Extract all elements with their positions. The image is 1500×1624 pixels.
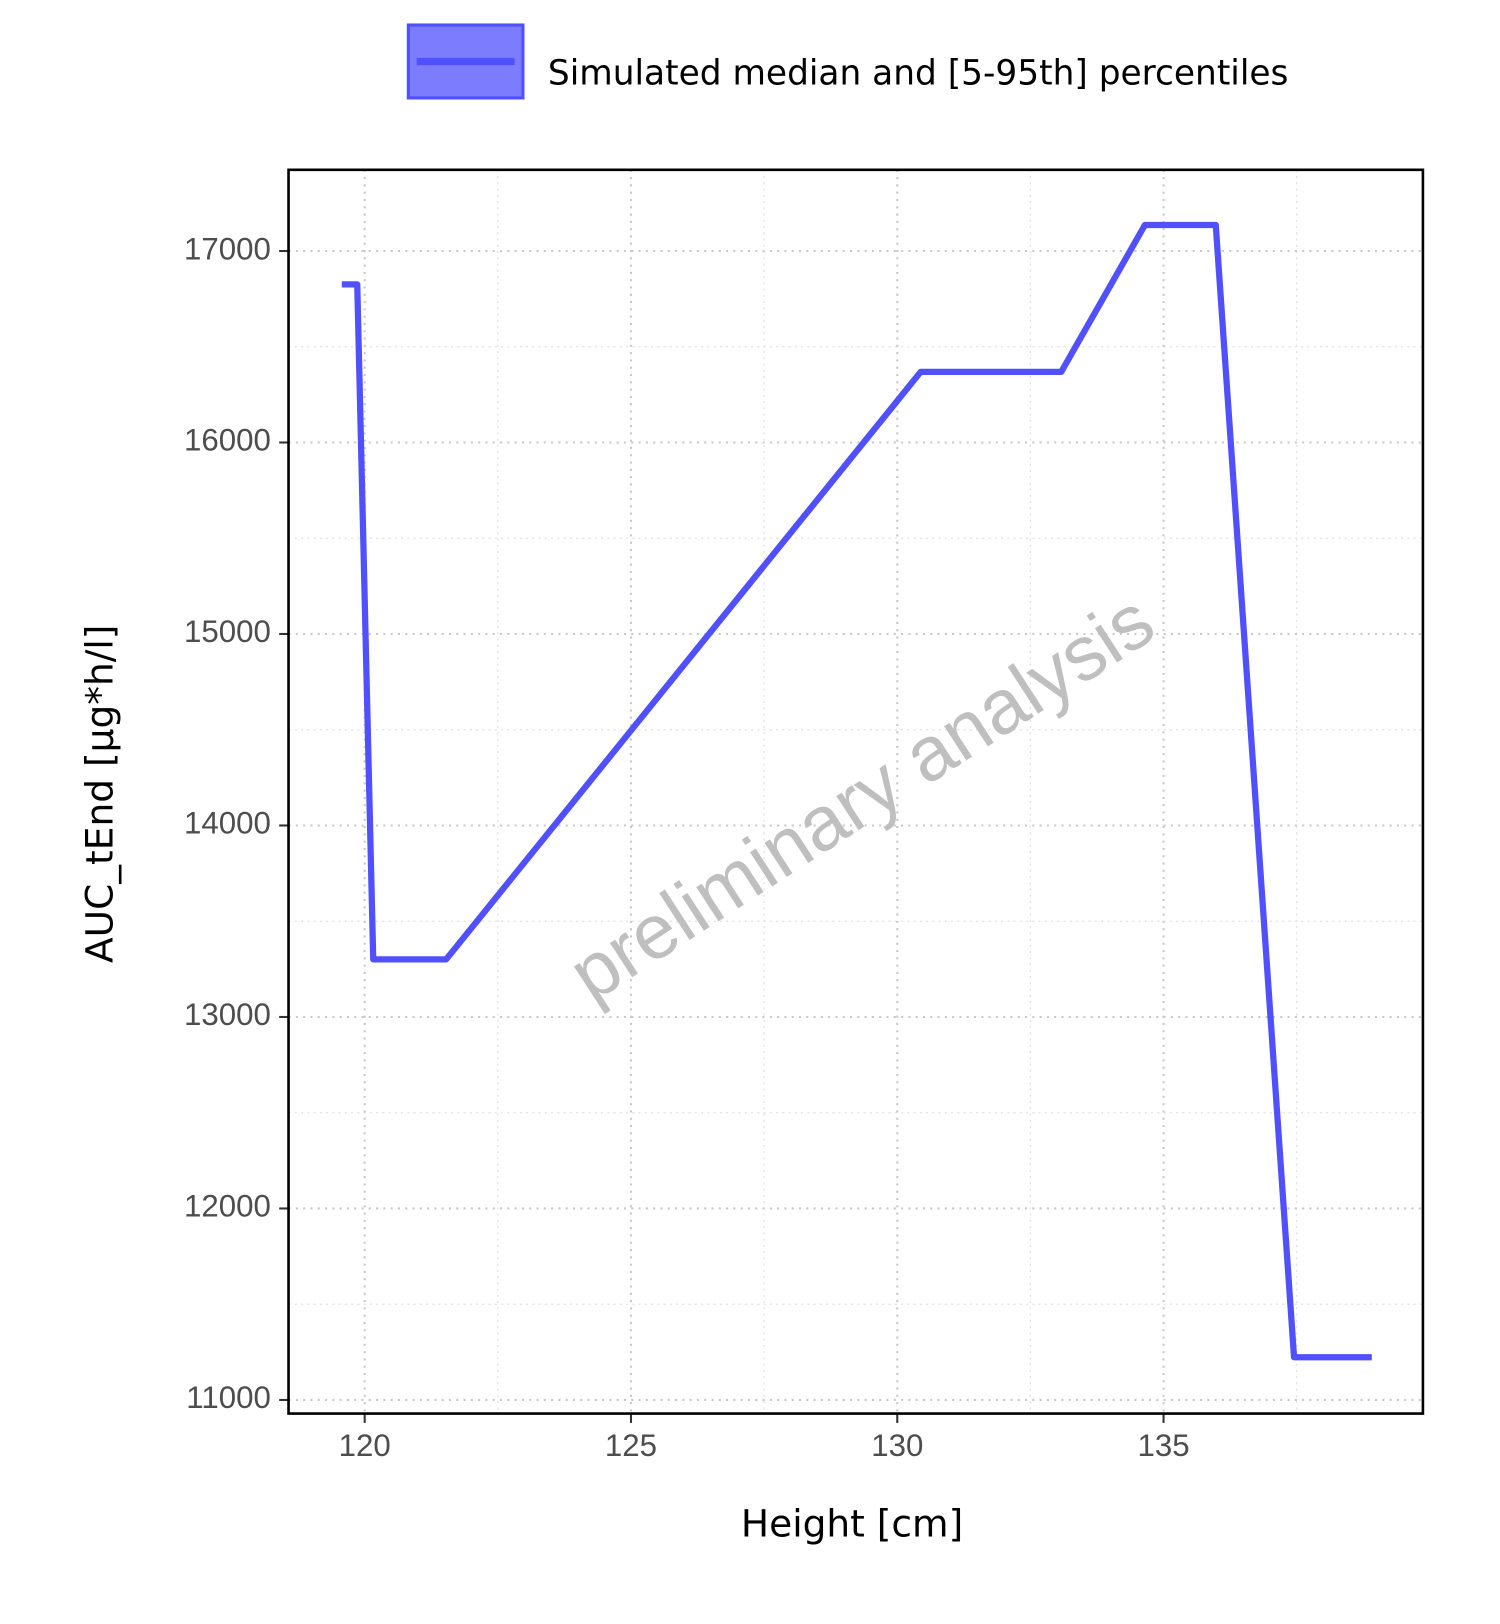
y-tick-label: 13000 (184, 997, 271, 1032)
y-tick-label: 14000 (184, 806, 271, 841)
x-tick-label: 125 (605, 1428, 657, 1463)
x-axis-title: Height [cm] (741, 1502, 963, 1546)
y-tick-label: 17000 (184, 231, 271, 266)
y-tick-label: 11000 (186, 1380, 271, 1415)
x-tick-label: 130 (871, 1428, 923, 1463)
x-tick-label: 120 (339, 1428, 391, 1463)
y-axis-title: AUC_tEnd [µg*h/l] (78, 625, 122, 963)
legend-label: Simulated median and [5-95th] percentile… (548, 54, 1289, 94)
y-tick-label: 12000 (184, 1189, 271, 1224)
plot-border (287, 168, 1425, 1415)
series-line (341, 221, 1372, 1361)
x-tick-label: 135 (1137, 1428, 1189, 1463)
watermark: preliminary analysis (554, 577, 1168, 1018)
legend-item: Simulated median and [5-95th] percentile… (406, 23, 1289, 100)
y-tick-label: 15000 (184, 614, 271, 649)
y-tick-label: 16000 (184, 423, 271, 458)
